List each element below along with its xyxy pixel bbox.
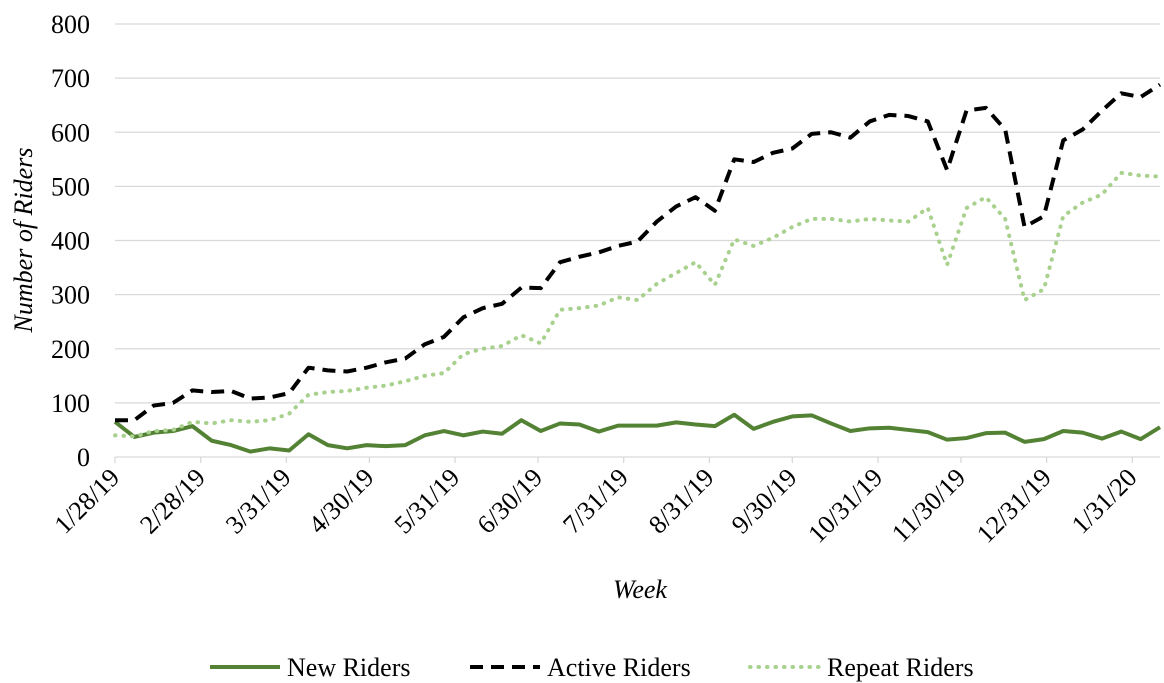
x-tick-label: 2/28/19 [134,463,211,540]
x-tick-label: 8/31/19 [643,463,720,540]
y-tick-label: 100 [51,389,90,418]
series-line [115,82,1162,423]
x-tick-label: 9/30/19 [726,463,803,540]
x-axis-label: Week [613,575,667,604]
y-tick-label: 300 [51,281,90,310]
x-tick-label: 5/31/19 [389,463,466,540]
y-tick-label: 600 [51,118,90,147]
y-tick-label: 500 [51,172,90,201]
x-tick-label: 1/28/19 [49,463,126,540]
x-tick-label: 7/31/19 [557,463,634,540]
legend-label: Repeat Riders [827,653,974,682]
y-tick-label: 800 [51,10,90,39]
x-tick-label: 4/30/19 [303,463,380,540]
y-tick-label: 0 [77,443,90,472]
x-tick-label: 10/31/19 [802,463,888,549]
y-tick-label: 700 [51,64,90,93]
x-tick-label: 6/30/19 [472,463,549,540]
series-line [113,170,1162,439]
legend-label: New Riders [287,653,410,682]
y-tick-label: 400 [51,227,90,256]
y-tick-label: 200 [51,335,90,364]
legend-label: Active Riders [547,653,691,682]
series-line [113,412,1162,454]
x-tick-label: 12/31/19 [971,463,1057,549]
y-axis-label: Number of Riders [9,148,38,334]
x-tick-label: 3/31/19 [220,463,297,540]
x-tick-label: 1/31/20 [1066,463,1143,540]
x-tick-label: 11/30/19 [886,463,971,548]
